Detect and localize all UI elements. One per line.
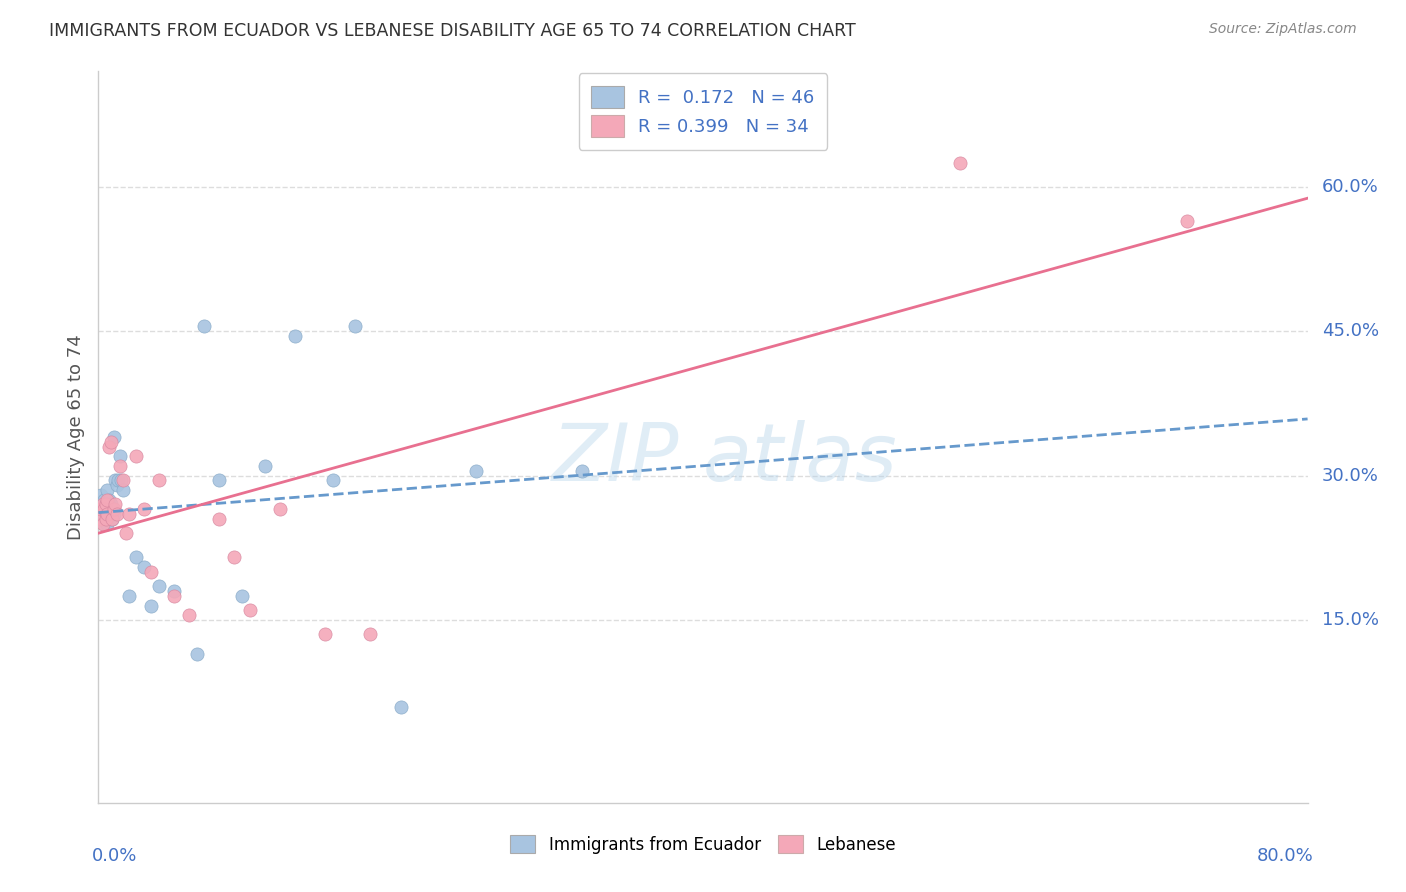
Point [163,584,186,599]
Point [103,502,125,516]
Point [314,627,336,641]
Point [91,498,114,512]
Point [269,502,291,516]
Point [103,430,125,444]
Point [91,498,114,512]
Point [89,502,111,516]
Point [148,474,170,488]
Point [111,483,134,497]
Point [98,492,121,507]
Point [103,507,125,521]
Text: 60.0%: 60.0% [1322,178,1379,196]
Point [1175,213,1198,227]
Point [93,502,115,516]
Point [125,550,148,565]
Point [94,507,117,521]
Legend: Immigrants from Ecuador, Lebanese: Immigrants from Ecuador, Lebanese [503,829,903,860]
Point [118,589,141,603]
Point [208,512,231,526]
Point [90,502,112,516]
Point [132,502,155,516]
Point [111,474,134,488]
Point [949,155,972,169]
Point [101,502,124,516]
Point [98,502,121,516]
Point [141,599,163,613]
Y-axis label: Disability Age 65 to 74: Disability Age 65 to 74 [66,334,84,540]
Point [104,474,127,488]
Point [344,319,367,334]
Point [118,507,141,521]
Point [107,474,129,488]
Point [108,450,131,464]
Point [91,512,114,526]
Point [94,512,117,526]
Point [114,526,136,541]
Point [163,589,186,603]
Point [284,329,307,343]
Point [110,474,132,488]
Point [186,647,208,661]
Text: atlas: atlas [703,420,898,498]
Text: 0.0%: 0.0% [93,847,138,864]
Point [93,492,115,507]
Point [465,464,488,478]
Point [100,498,122,512]
Point [101,512,124,526]
Text: 45.0%: 45.0% [1322,322,1379,340]
Point [100,434,122,449]
Text: ZIP: ZIP [551,420,679,498]
Point [125,450,148,464]
Point [105,478,128,492]
Point [193,319,215,334]
Point [90,512,112,526]
Point [96,492,118,507]
Point [89,498,111,512]
Point [104,498,127,512]
Point [98,440,121,454]
Point [322,474,344,488]
Point [360,627,382,641]
Point [94,512,117,526]
Point [208,474,231,488]
Point [96,483,118,497]
Point [94,498,117,512]
Point [224,550,246,565]
Point [93,516,115,531]
Point [90,488,112,502]
Point [100,507,122,521]
Point [231,589,253,603]
Text: Source: ZipAtlas.com: Source: ZipAtlas.com [1209,22,1357,37]
Point [96,516,118,531]
Point [93,502,115,516]
Point [132,560,155,574]
Point [108,458,131,473]
Point [389,699,412,714]
Point [148,579,170,593]
Point [141,565,163,579]
Point [239,603,262,617]
Point [101,512,124,526]
Point [94,498,117,512]
Point [571,464,593,478]
Point [90,502,112,516]
Text: 80.0%: 80.0% [1257,847,1313,864]
Point [96,507,118,521]
Point [179,608,201,623]
Point [91,507,114,521]
Point [253,458,276,473]
Point [91,516,114,531]
Point [96,507,118,521]
Text: 30.0%: 30.0% [1322,467,1379,484]
Text: IMMIGRANTS FROM ECUADOR VS LEBANESE DISABILITY AGE 65 TO 74 CORRELATION CHART: IMMIGRANTS FROM ECUADOR VS LEBANESE DISA… [49,22,856,40]
Point [105,507,128,521]
Text: 15.0%: 15.0% [1322,611,1379,629]
